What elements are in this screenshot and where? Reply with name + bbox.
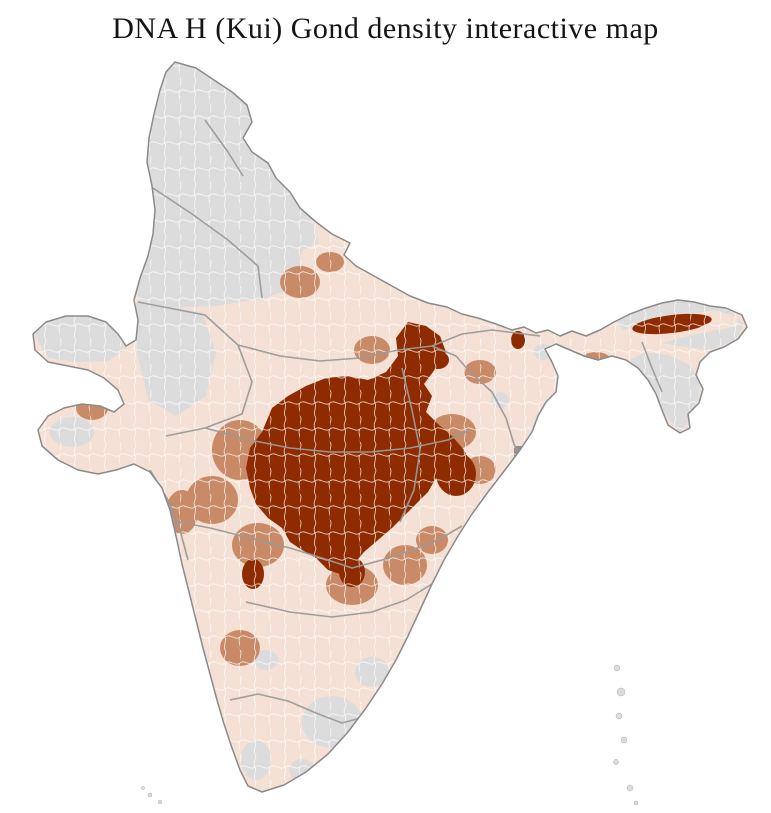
island[interactable]	[157, 799, 163, 805]
island[interactable]	[633, 800, 639, 806]
island[interactable]	[141, 786, 145, 790]
island[interactable]	[615, 712, 623, 720]
island[interactable]	[613, 664, 621, 672]
island[interactable]	[616, 687, 626, 697]
island[interactable]	[147, 792, 153, 798]
map-title: DNA H (Kui) Gond density interactive map	[112, 12, 659, 45]
island[interactable]	[613, 759, 619, 765]
district-boundaries-mesh	[33, 62, 747, 792]
island[interactable]	[626, 784, 634, 792]
island[interactable]	[620, 736, 628, 744]
map-region[interactable]	[608, 386, 632, 410]
state-borders	[137, 119, 663, 724]
islands[interactable]	[141, 664, 639, 806]
